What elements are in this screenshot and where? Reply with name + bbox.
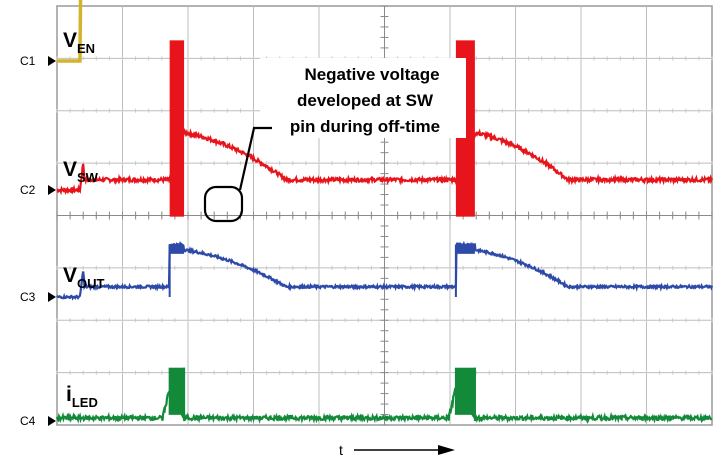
trace-vout-burst-0 <box>169 244 185 254</box>
annotation-callout: Negative voltage developed at SW pin dur… <box>203 58 466 223</box>
time-axis-arrow: t <box>339 442 455 458</box>
time-arrow-head <box>438 445 455 455</box>
channel-label-c3: C3 <box>20 290 36 304</box>
channel-label-c2: C2 <box>20 183 36 197</box>
channel-label-c1: C1 <box>20 54 36 68</box>
trace-vsw-burst-0 <box>169 40 185 217</box>
annotation-box <box>260 58 466 138</box>
channel-marker-c1 <box>48 56 56 66</box>
trace-vsw <box>56 128 714 196</box>
vsw-label: VSW <box>63 158 99 185</box>
trace-vout-burst-1 <box>455 244 475 254</box>
channel-marker-c3 <box>48 292 56 302</box>
iled-label: iLED <box>66 383 98 410</box>
channel-marker-c4 <box>48 416 56 426</box>
trace-iled-burst-1 <box>454 367 476 415</box>
trace-iled-burst-0 <box>168 367 186 415</box>
trace-iled <box>55 386 713 424</box>
channel-markers: C1 C2 C3 C4 <box>20 54 56 428</box>
annotation-line-3: pin during off-time <box>290 117 440 136</box>
x-axis-label: t <box>339 442 343 458</box>
annotation-line-1: Negative voltage <box>304 65 439 84</box>
annotation-line-2: developed at SW <box>297 91 434 110</box>
vout-label: VOUT <box>63 264 105 291</box>
annotation-highlight-circle <box>203 185 244 223</box>
trace-vout <box>56 240 714 301</box>
ven-label: VEN <box>63 29 95 56</box>
annotation-leader-line <box>238 126 272 191</box>
channel-marker-c2 <box>48 185 56 195</box>
channel-label-c4: C4 <box>20 414 36 428</box>
